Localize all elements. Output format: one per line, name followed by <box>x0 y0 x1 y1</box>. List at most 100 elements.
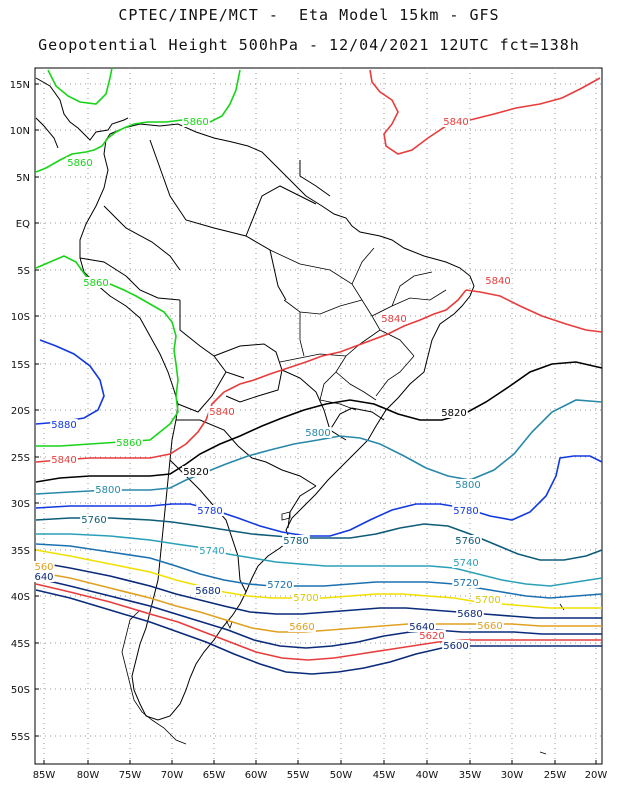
contour-label-bg <box>50 419 78 430</box>
lat-tick-label: 30S <box>11 499 30 510</box>
contour-label-bg <box>484 275 512 286</box>
contour-label: 5840 <box>381 314 406 325</box>
contour-label: 5760 <box>455 536 480 547</box>
contour-5800 <box>35 399 603 495</box>
contour-label: 5720 <box>453 578 478 589</box>
lat-tick-label: 35S <box>11 546 30 557</box>
contour-label: 5680 <box>457 609 482 620</box>
contour-5720 <box>35 543 603 599</box>
lat-tick-label: 40S <box>11 592 30 603</box>
contour-label: 5660 <box>289 622 314 633</box>
lat-tick-label: EQ <box>16 219 30 230</box>
lon-tick-label: 35W <box>459 770 482 781</box>
contour-label-bg <box>115 437 143 448</box>
title-line-1: CPTEC/INPE/MCT - Eta Model 15km - GFS <box>118 6 500 24</box>
contour-label-bg <box>454 479 482 490</box>
contour-label: 5760 <box>81 515 106 526</box>
contour-label-bg <box>452 577 480 588</box>
contour-label: 5740 <box>199 546 224 557</box>
south-america-coast <box>79 123 475 721</box>
contour-label-bg <box>474 594 502 605</box>
contour-label-bg <box>282 535 310 546</box>
contour-label: 5680 <box>195 586 220 597</box>
latitude-axis: 15N 10N 5N EQ 5S 10S 15S 20S 25S 30S 35S 40S 45S 50S 5… <box>10 80 39 743</box>
contour-label-bg <box>476 620 504 631</box>
lon-tick-label: 55W <box>287 770 310 781</box>
lat-tick-label: 55S <box>11 732 30 743</box>
contour-5600 <box>35 589 602 675</box>
contour-5840 <box>35 289 467 463</box>
contour-label: 5800 <box>455 480 480 491</box>
contour-5840 <box>369 69 601 155</box>
contour-label: 5640 <box>409 622 434 633</box>
contour-label-bg <box>442 640 470 651</box>
contour-label-bg <box>182 466 210 477</box>
lon-tick-label: 65W <box>203 770 226 781</box>
lat-tick-label: 20S <box>11 406 30 417</box>
contour-label: 5840 <box>209 407 234 418</box>
lon-tick-label: 45W <box>373 770 396 781</box>
contour-label-bg <box>452 505 480 516</box>
contour-label: 5700 <box>293 593 318 604</box>
contour-5860 <box>47 67 113 105</box>
contour-label-bg <box>454 535 482 546</box>
contour-label-bg <box>456 608 484 619</box>
contour-label-bg <box>194 585 222 596</box>
contour-label: 5600 <box>443 641 468 652</box>
contour-label: 560 <box>34 562 53 573</box>
longitude-axis: 85W 80W 75W 70W 65W 60W 55W 50W 45W 40W 35W 30W 25W 2… <box>33 760 608 781</box>
contour-label: 5700 <box>475 595 500 606</box>
lat-tick-label: 10N <box>10 126 30 137</box>
contour-label-bg <box>33 561 55 572</box>
contour-label: 5620 <box>419 631 444 642</box>
contour-label-bg <box>292 592 320 603</box>
contour-5640 <box>35 577 602 649</box>
contour-labels: 5860 5860 5860 5860 5840 5840 5840 5840 5840 5820… <box>33 116 512 652</box>
contour-label-bg <box>442 116 470 127</box>
lon-tick-label: 20W <box>585 770 608 781</box>
contour-label-bg <box>266 579 294 590</box>
contour-label-bg <box>208 406 236 417</box>
contour-5760 <box>35 517 603 561</box>
contour-5700 <box>35 549 602 609</box>
contour-5780 <box>35 455 603 537</box>
lon-tick-label: 25W <box>544 770 567 781</box>
contour-label: 5660 <box>477 621 502 632</box>
contour-5620 <box>35 583 602 661</box>
contour-label-bg <box>182 116 210 127</box>
brazil-states <box>269 247 447 411</box>
lon-tick-label: 50W <box>330 770 353 781</box>
contour-label-bg <box>94 484 122 495</box>
contour-5740 <box>36 533 603 587</box>
lat-tick-label: 5N <box>16 173 30 184</box>
patagonia-islands <box>121 511 565 755</box>
contour-label-bg <box>440 407 468 418</box>
contour-label-bg <box>50 454 78 465</box>
contour-label: 5740 <box>453 558 478 569</box>
contour-label-bg <box>288 621 316 632</box>
lon-tick-label: 75W <box>119 770 142 781</box>
lat-tick-label: 25S <box>11 453 30 464</box>
contour-label-bg <box>198 545 226 556</box>
contour-5860 <box>35 255 179 447</box>
contour-label-bg <box>66 157 94 168</box>
graticule-grid <box>35 68 602 764</box>
contour-label: 5820 <box>183 467 208 478</box>
central-america-coast <box>35 77 129 149</box>
lon-tick-label: 80W <box>77 770 100 781</box>
contour-label: 5860 <box>83 278 108 289</box>
lat-tick-label: 10S <box>11 312 30 323</box>
contour-label-bg <box>408 621 436 632</box>
lat-tick-label: 50S <box>11 685 30 696</box>
lon-tick-label: 40W <box>416 770 439 781</box>
lon-tick-label: 70W <box>161 770 184 781</box>
contour-label: 5780 <box>283 536 308 547</box>
contour-label: 5780 <box>197 506 222 517</box>
contour-5840 <box>465 289 603 333</box>
lon-tick-label: 85W <box>33 770 56 781</box>
contour-label-bg <box>33 571 55 582</box>
lon-tick-label: 30W <box>501 770 524 781</box>
contour-label-bg <box>452 557 480 568</box>
contour-label: 5860 <box>183 117 208 128</box>
contour-label: 5720 <box>267 580 292 591</box>
